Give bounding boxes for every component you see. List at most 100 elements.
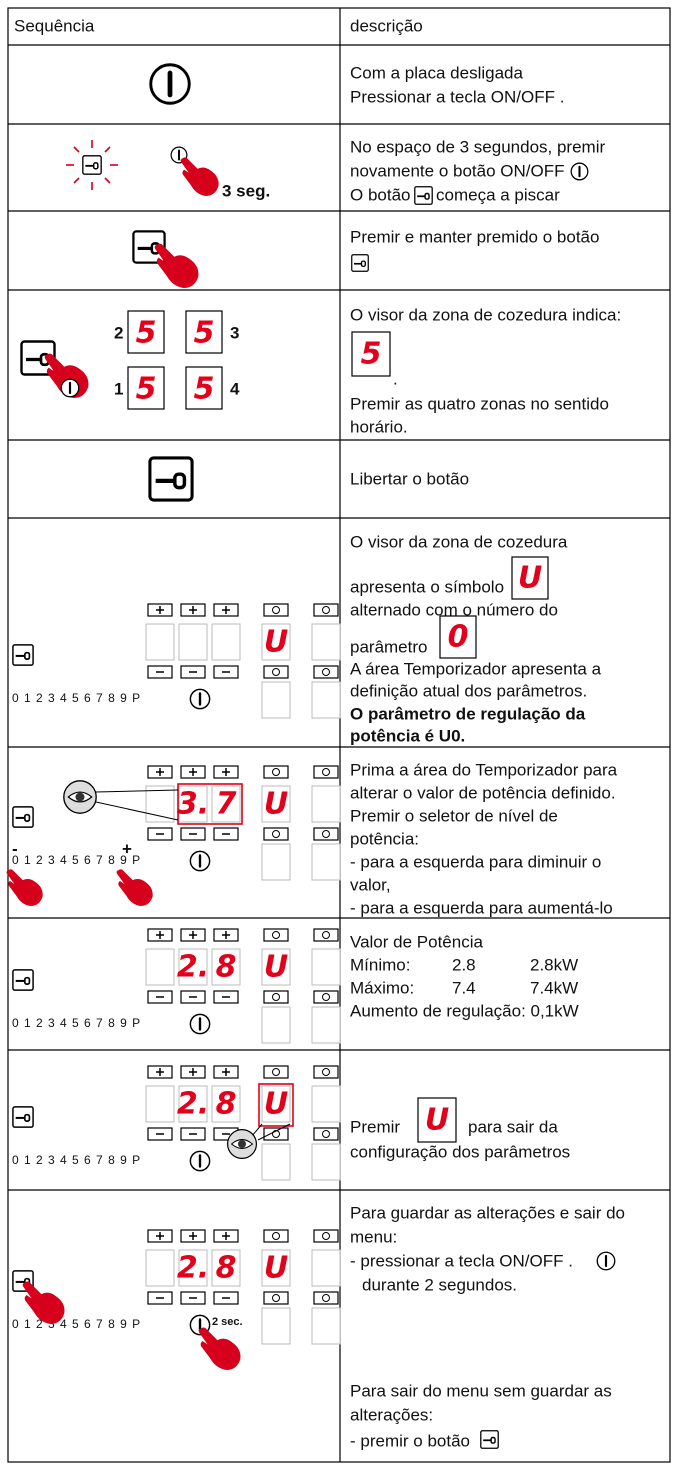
panel-button [263,765,289,779]
panel-button [313,827,339,841]
power-icon [60,378,80,398]
display-digit: 5 [136,372,157,407]
duration-label: 2 sec. [212,1316,243,1328]
panel-button [263,827,289,841]
panel-button [313,990,339,1004]
hand-icon [6,869,43,906]
description: Para sair do menu sem guardar as [350,1381,612,1400]
key-icon [351,254,369,272]
zone-digit: U [264,1251,288,1286]
timer-digit: 8 [216,1087,237,1122]
display-box [261,681,291,719]
display-box [261,1143,291,1181]
hand-icon [198,1327,241,1370]
display-box [178,785,208,823]
display-box [311,1249,341,1287]
power-scale: 0 1 2 3 4 5 6 7 8 9 P [12,691,141,705]
description: durante 2 segundos. [362,1275,517,1294]
display-box [178,1085,208,1123]
button-sign [272,830,280,838]
display-digit: U [425,1103,449,1138]
description: valor, [350,875,391,894]
description: menu: [350,1227,397,1246]
power-icon [596,1251,616,1271]
description: O visor da zona de cozedura indica: [350,305,621,324]
panel-button [313,1229,339,1243]
key-icon [12,806,34,828]
panel-button [263,990,289,1004]
button-sign [322,668,330,676]
limit-value: 7.4 [452,978,476,997]
button-sign [272,606,280,614]
display-box [145,948,175,986]
scale-mark: - [12,839,18,858]
button-sign [322,830,330,838]
power-scale: 0 1 2 3 4 5 6 7 8 9 P [12,1016,141,1030]
display-box [261,1085,291,1123]
display-digit: 5 [194,372,215,407]
display-box [145,785,175,823]
zone-digit: U [264,787,288,822]
description: configuração dos parâmetros [350,1142,570,1161]
callout-line [95,789,179,793]
description: começa a piscar [436,185,560,204]
display-box [178,623,208,661]
display-box [511,556,549,600]
panel-button [263,1229,289,1243]
display-box [211,785,241,823]
button-sign [322,1294,330,1302]
limit-value: 2.8 [452,955,476,974]
panel-button [263,1065,289,1079]
power-icon [189,688,211,710]
key-icon [480,1430,499,1449]
display-box [178,1249,208,1287]
power-scale: 0 1 2 3 4 5 6 7 8 9 P [12,1317,141,1331]
display-box [261,623,291,661]
panel-button [263,1291,289,1305]
button-sign [322,993,330,1001]
callout-line [257,1123,291,1141]
panel-button [313,665,339,679]
description: Valor de Potência [350,932,483,951]
eye-icon [227,1128,257,1160]
key-icon [12,969,34,991]
power-icon [189,850,211,872]
panel-button [313,928,339,942]
button-sign [322,1232,330,1240]
panel-button [313,765,339,779]
description: . [393,369,398,388]
timer-digit: 8 [216,1251,237,1286]
display-box [211,948,241,986]
timer-digit: 2. [177,1251,209,1286]
description: Para guardar as alterações e sair do [350,1203,625,1222]
zone-digit: U [264,950,288,985]
description: horário. [350,417,408,436]
description: para sair da [468,1117,558,1136]
power-icon [189,1013,211,1035]
header-cell: Sequência [14,16,95,35]
display-box [178,948,208,986]
scale-mark: + [122,839,132,858]
highlight [258,1083,294,1127]
panel-button [313,603,339,617]
limit-power: 7.4kW [530,978,578,997]
display-box [311,948,341,986]
display-box [417,1097,457,1143]
display-box [311,623,341,661]
button-sign [322,931,330,939]
zone-number: 3 [230,323,239,342]
description: Prima a área do Temporizador para [350,760,618,779]
display-box [261,948,291,986]
button-sign [272,768,280,776]
button-sign [272,931,280,939]
description: No espaço de 3 segundos, premir [350,137,605,156]
description: O visor da zona de cozedura [350,532,568,551]
callout-line [95,801,179,821]
key-icon [150,458,192,500]
description: alternado com o número do [350,600,558,619]
button-sign [272,1232,280,1240]
display-box [311,1307,341,1345]
power-scale: 0 1 2 3 4 5 6 7 8 9 P [12,853,141,867]
description: parâmetro [350,637,427,656]
